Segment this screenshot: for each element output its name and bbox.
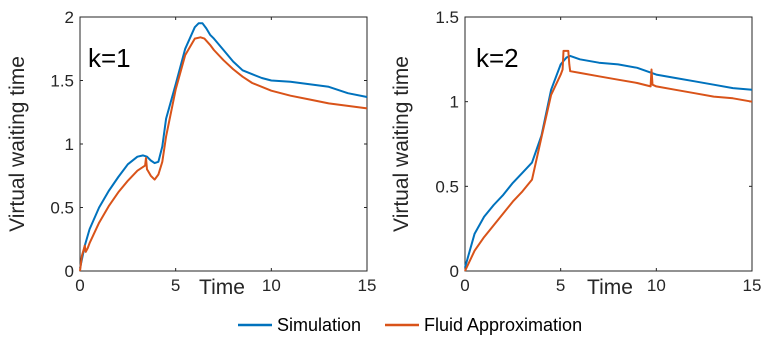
y-tick-label: 0 (450, 262, 459, 281)
legend-label-simulation: Simulation (277, 315, 361, 335)
x-tick-label: 0 (75, 276, 84, 295)
y-tick-label: 1 (65, 135, 74, 154)
series-line-simulation (79, 22, 368, 269)
series-line-fluid-approximation (464, 49, 753, 272)
x-tick-label: 5 (171, 276, 180, 295)
legend-label-fluid-approximation: Fluid Approximation (424, 315, 582, 335)
series-line-fluid-approximation (79, 36, 368, 272)
panel-label: k=1 (88, 43, 131, 73)
x-tick-label: 0 (460, 276, 469, 295)
y-tick-label: 2 (65, 8, 74, 27)
x-tick-label: 10 (262, 276, 281, 295)
y-tick-label: 0.5 (50, 199, 74, 218)
y-tick-label: 1.5 (50, 72, 74, 91)
panel-label: k=2 (476, 43, 519, 73)
x-tick-label: 5 (556, 276, 565, 295)
x-tick-label: 10 (647, 276, 666, 295)
y-axis-label: Virtual waiting time (390, 56, 413, 232)
legend: Simulation Fluid Approximation (238, 315, 582, 335)
y-axis-label: Virtual waiting time (6, 56, 29, 232)
x-axis-label: Time (199, 276, 245, 299)
y-tick-label: 1 (450, 93, 459, 112)
y-tick-label: 0.5 (435, 177, 459, 196)
x-tick-label: 15 (358, 276, 377, 295)
y-tick-label: 1.5 (435, 8, 459, 27)
x-tick-label: 15 (743, 276, 762, 295)
plot-area (464, 16, 753, 272)
series-line-simulation (464, 54, 753, 268)
y-tick-label: 0 (65, 262, 74, 281)
chart-panel-k2: 0 5 10 15 0 0.5 1 1.5 Time Virtual waiting time k=… (390, 8, 761, 299)
chart-panel-k1: 0 5 10 15 0 0.5 1 1.5 2 Time Virtual waiting time k… (6, 8, 376, 299)
x-axis-label: Time (587, 276, 633, 299)
